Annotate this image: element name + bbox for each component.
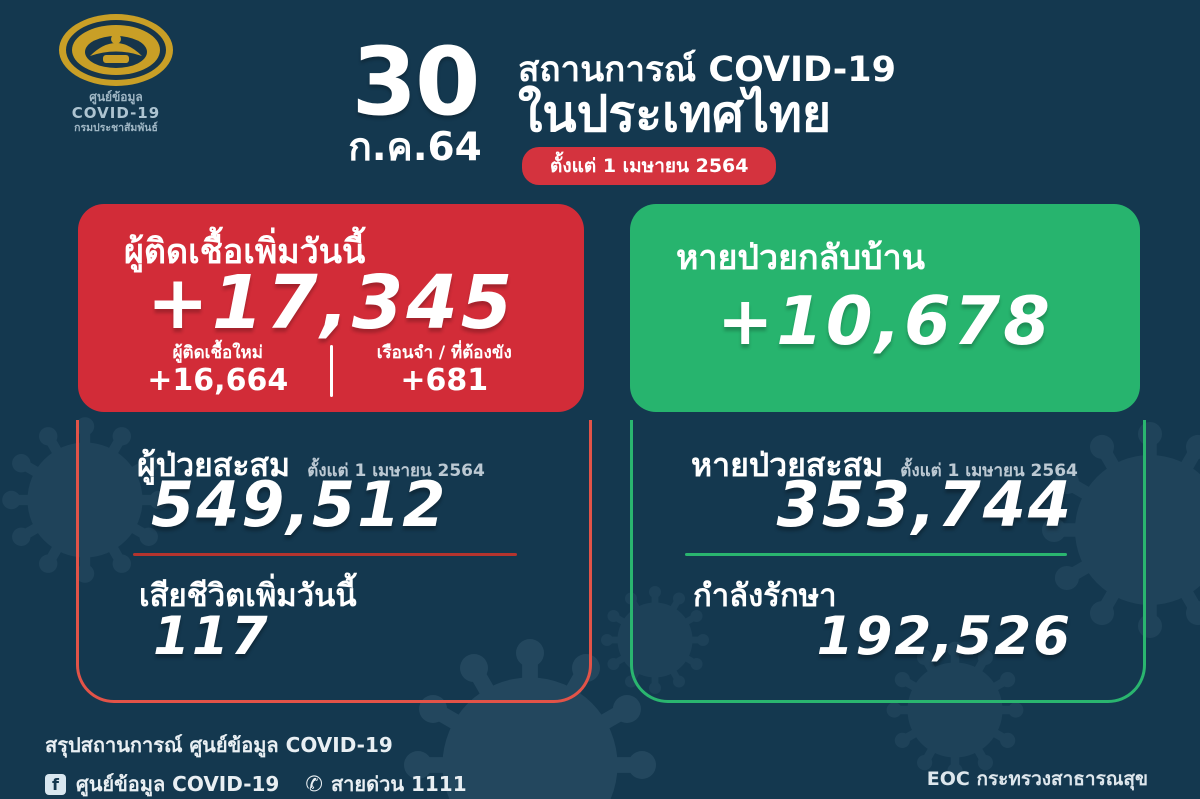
hotline-label: สายด่วน 1111 [330, 772, 467, 796]
footer-agency-text: EOC กระทรวงสาธารณสุข [926, 768, 1148, 790]
breakdown-prisons-value: +681 [400, 362, 489, 398]
deaths-today-title: เสียชีวิตเพิ่มวันนี้ [139, 578, 357, 614]
logo-caption-line1: ศูนย์ข้อมูล [89, 90, 143, 104]
footer-contact: สรุปสถานการณ์ ศูนย์ข้อมูล COVID-19 f ศูน… [45, 729, 467, 799]
green-divider-line [685, 553, 1067, 556]
red-divider-line [133, 553, 517, 556]
facebook-icon: f [45, 773, 66, 795]
footer-channels: f ศูนย์ข้อมูล COVID-19 ✆ สายด่วน 1111 [45, 768, 467, 799]
cumulative-cases-value: 549,512 [151, 468, 448, 541]
new-cases-card: ผู้ติดเชื้อเพิ่มวันนี้ +17,345 ผู้ติดเชื… [78, 204, 584, 412]
cumulative-cases-titlerow: ผู้ป่วยสะสม ตั้งแต่ 1 เมษายน 2564 [137, 440, 485, 491]
agency-logo: ศูนย์ข้อมูล COVID-19 กรมประชาสัมพันธ์ [50, 12, 182, 134]
report-date-day: 30 [351, 28, 481, 137]
since-date-badge: ตั้งแต่ 1 เมษายน 2564 [522, 146, 777, 185]
breakdown-divider [329, 344, 333, 397]
prd-emblem-icon [59, 14, 173, 86]
new-cases-title: ผู้ติดเชื้อเพิ่มวันนี้ [124, 232, 366, 272]
cumulative-recovered-since: ตั้งแต่ 1 เมษายน 2564 [900, 461, 1078, 481]
new-cases-value: +17,345 [146, 260, 516, 346]
cumulative-cases-title: ผู้ป่วยสะสม [137, 446, 291, 484]
logo-caption-line2: COVID-19 [71, 103, 161, 122]
logo-caption-line3: กรมประชาสัมพันธ์ [74, 122, 158, 135]
in-treatment-title: กำลังรักษา [693, 578, 837, 614]
footer-summary-text: สรุปสถานการณ์ ศูนย์ข้อมูล COVID-19 [45, 733, 393, 757]
cumulative-cases-panel: ผู้ป่วยสะสม ตั้งแต่ 1 เมษายน 2564 549,51… [76, 420, 592, 703]
report-date-month-year: ก.ค.64 [348, 125, 482, 171]
breakdown-prisons-label: เรือนจำ / ที่ต้องขัง [376, 342, 512, 363]
deaths-today-value: 117 [153, 606, 270, 667]
breakdown-domestic-label: ผู้ติดเชื้อใหม่ [172, 342, 263, 363]
facebook-page-label: ศูนย์ข้อมูล COVID-19 [76, 772, 280, 796]
title-line2: ในประเทศไทย [518, 84, 832, 143]
breakdown-domestic: ผู้ติดเชื้อใหม่ +16,664 [106, 342, 330, 398]
cumulative-recovered-value: 353,744 [776, 468, 1073, 541]
cumulative-cases-since: ตั้งแต่ 1 เมษายน 2564 [307, 461, 485, 481]
cumulative-recovered-titlerow: หายป่วยสะสม ตั้งแต่ 1 เมษายน 2564 [691, 440, 1078, 491]
poster-title: สถานการณ์ COVID-19 ในประเทศไทย ตั้งแต่ 1… [518, 52, 896, 185]
phone-icon: ✆ [305, 772, 323, 796]
breakdown-domestic-value: +16,664 [147, 362, 289, 398]
report-date: 30 ก.ค.64 [336, 28, 494, 171]
cumulative-recovered-panel: หายป่วยสะสม ตั้งแต่ 1 เมษายน 2564 353,74… [630, 420, 1146, 703]
cumulative-recovered-title: หายป่วยสะสม [691, 446, 884, 484]
recovered-today-value: +10,678 [717, 282, 1053, 360]
recovered-today-title: หายป่วยกลับบ้าน [676, 238, 925, 278]
breakdown-prisons: เรือนจำ / ที่ต้องขัง +681 [333, 342, 557, 398]
new-cases-breakdown: ผู้ติดเชื้อใหม่ +16,664 เรือนจำ / ที่ต้อ… [106, 342, 557, 398]
recovered-today-card: หายป่วยกลับบ้าน +10,678 [630, 204, 1140, 412]
title-line1: สถานการณ์ COVID-19 [518, 50, 896, 90]
in-treatment-value: 192,526 [816, 606, 1072, 667]
